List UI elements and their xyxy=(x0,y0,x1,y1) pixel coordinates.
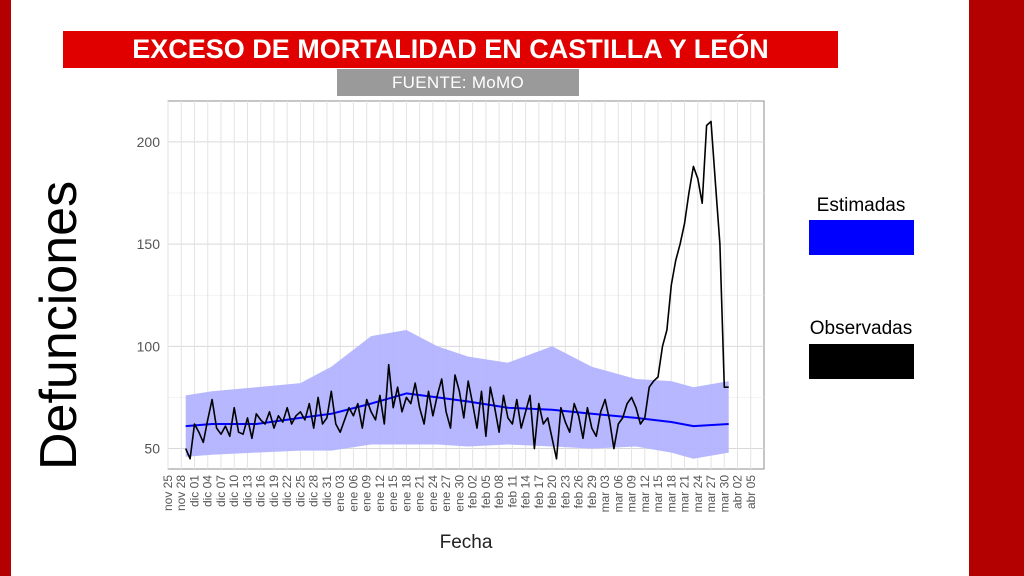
x-tick-label: feb 17 xyxy=(532,475,546,509)
x-tick-label: mar 12 xyxy=(638,475,652,513)
line-observadas xyxy=(184,120,729,460)
chart-subtitle: FUENTE: MoMO xyxy=(337,69,579,96)
x-tick-label: mar 06 xyxy=(611,475,625,513)
series-lines xyxy=(184,120,729,460)
x-tick-label: dic 19 xyxy=(267,475,281,507)
x-tick-label: ene 30 xyxy=(452,475,466,512)
x-tick-label: feb 08 xyxy=(492,475,506,509)
x-tick-label: feb 05 xyxy=(479,475,493,509)
x-tick-label: mar 09 xyxy=(625,475,639,513)
x-tick-label: abr 02 xyxy=(731,475,745,509)
x-axis-label: Fecha xyxy=(440,532,493,553)
x-tick-label: dic 28 xyxy=(307,475,321,507)
x-tick-label: dic 22 xyxy=(280,475,294,507)
band-estimadas xyxy=(185,330,729,459)
x-tick-label: ene 12 xyxy=(373,475,387,512)
x-tick-label: feb 26 xyxy=(572,475,586,509)
x-tick-label: ene 21 xyxy=(413,475,427,512)
x-tick-label: dic 04 xyxy=(201,475,215,507)
x-tick-labels: nov 25 nov 28 dic 01 dic 04 dic 07 dic 10 dic … xyxy=(161,475,758,513)
y-tick-label: 200 xyxy=(137,134,161,150)
x-tick-label: ene 24 xyxy=(426,475,440,512)
chart-title: EXCESO DE MORTALIDAD EN CASTILLA Y LEÓN xyxy=(63,31,838,68)
x-tick-label: ene 18 xyxy=(399,475,413,512)
x-tick-label: dic 31 xyxy=(320,475,334,507)
x-tick-label: feb 14 xyxy=(519,475,533,509)
x-tick-label: nov 28 xyxy=(174,475,188,511)
x-tick-label: mar 27 xyxy=(704,475,718,513)
x-tick-label: mar 18 xyxy=(664,475,678,513)
x-tick-label: feb 20 xyxy=(545,475,559,509)
x-tick-label: mar 24 xyxy=(691,475,705,513)
x-tick-label: mar 03 xyxy=(598,475,612,513)
x-tick-label: ene 15 xyxy=(386,475,400,512)
x-tick-label: mar 30 xyxy=(717,475,731,513)
x-tick-label: ene 27 xyxy=(439,475,453,512)
y-tick-label: 100 xyxy=(137,338,161,354)
confidence-bands xyxy=(185,330,729,459)
x-tick-label: ene 03 xyxy=(333,475,347,512)
x-tick-label: dic 13 xyxy=(240,475,254,507)
x-tick-label: dic 01 xyxy=(187,475,201,507)
legend-swatch-estimadas xyxy=(809,220,914,255)
x-tick-label: dic 07 xyxy=(214,475,228,507)
legend-swatch-observadas xyxy=(809,344,914,379)
x-tick-label: ene 09 xyxy=(360,475,374,512)
x-tick-label: mar 21 xyxy=(678,475,692,513)
legend-label-observadas: Observadas xyxy=(809,318,913,339)
x-tick-label: feb 11 xyxy=(505,475,519,508)
x-tick-label: feb 29 xyxy=(585,475,599,509)
y-tick-label: 50 xyxy=(144,441,160,457)
x-tick-label: dic 16 xyxy=(254,475,268,507)
x-tick-label: feb 02 xyxy=(466,475,480,509)
x-tick-label: dic 25 xyxy=(293,475,307,507)
legend-label-estimadas: Estimadas xyxy=(816,195,906,216)
x-tick-label: ene 06 xyxy=(346,475,360,512)
y-tick-labels: 50 100 150 200 xyxy=(137,134,161,457)
x-tick-label: nov 25 xyxy=(161,475,175,511)
x-tick-label: abr 05 xyxy=(744,475,758,509)
x-tick-label: mar 15 xyxy=(651,475,665,513)
x-tick-label: dic 10 xyxy=(227,475,241,507)
x-tick-label: feb 23 xyxy=(558,475,572,509)
y-tick-label: 150 xyxy=(137,236,161,252)
